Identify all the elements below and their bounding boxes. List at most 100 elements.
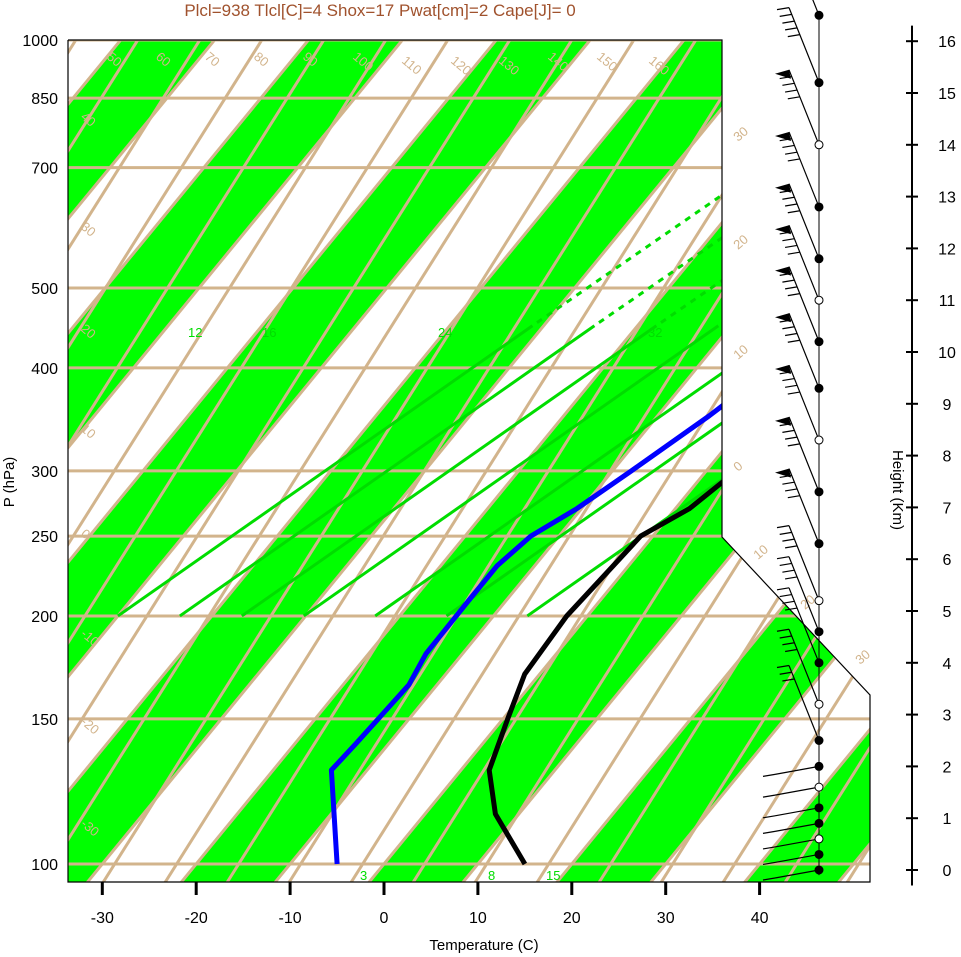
wind-barb-dot [814,254,824,264]
mixing-ratio-line [240,324,658,618]
wind-barb-feather [782,196,795,200]
height-tick-label: 14 [938,138,956,155]
wind-barb-feather [776,628,790,632]
temperature-band [730,40,870,882]
wind-barb-staff [788,525,820,601]
dry-adiabat-label: 30 [730,124,751,145]
wind-barb-feather [785,384,798,388]
pressure-tick-label: 850 [31,91,58,108]
wind-barb-feather [785,151,798,155]
x-tick-label: -30 [91,910,114,927]
wind-barb-dot [814,539,824,549]
y-axis-label: P (hPa) [1,457,18,508]
wind-barb-feather [779,371,792,375]
height-tick-label: 15 [938,86,956,103]
wind-barb-feather [776,525,790,529]
isotherm-line [68,40,719,882]
isotherm-line [259,40,870,882]
wind-barb-feather [782,82,795,86]
wind-barb-feather [782,481,795,485]
height-tick-label: 3 [943,708,952,725]
mixing-ratio-label: 24 [438,325,452,340]
wind-barb-feather [779,423,792,427]
mixing-ratio-label: 32 [648,325,662,340]
wind-barb-feather [779,531,792,535]
mixing-ratio-line [374,324,791,618]
wind-barb-staff [774,765,820,775]
wind-barb-dot [814,834,824,844]
wind-barb-dot [814,736,824,745]
wind-barb-staff [788,364,820,441]
wind-barb-feather [782,238,795,242]
wind-barb-feather [785,648,798,653]
wind-barb-feather [782,429,795,433]
height-tick-label: 13 [938,190,956,207]
wind-barb-feather [779,474,792,479]
dry-adiabat-line [214,40,785,882]
wind-barb-feather [782,678,795,682]
wind-barb-feather [779,593,792,598]
wind-barb-staff [788,629,820,705]
pressure-tick-label: 200 [31,609,58,626]
wind-barb-pennant [775,365,791,375]
wind-barb-feather [785,436,798,440]
wind-barb-feather [762,830,776,834]
x-tick-label: 40 [751,910,769,927]
x-tick-label: 10 [469,910,487,927]
temperature-band [68,40,811,882]
isotherm-line [918,0,961,900]
isotherm-line [728,40,870,882]
height-tick-label: 2 [943,759,952,776]
isotherm-label: 30 [78,219,99,240]
wind-barb-dot [814,803,824,813]
wind-barb-feather [779,635,792,639]
wind-barb-dot [814,699,824,709]
wind-barb-dot [814,337,824,347]
x-axis: -30 -20 -10 0 10 20 30 40 [91,882,769,927]
wind-barb-staff [774,786,820,796]
wind-barb-dot [814,782,824,792]
wind-barb-staff [788,313,820,389]
isotherm-line [68,40,531,882]
wind-barb-staff [774,807,820,817]
wind-barb-staff [788,556,820,632]
wind-barb-dot [814,383,824,393]
mixing-ratio-label: 16 [262,325,276,340]
dry-adiabat-line [68,40,537,882]
temperature-band [0,0,60,900]
wind-barb-feather [776,7,790,11]
x-tick-label: 30 [657,910,675,927]
dry-adiabat-line [772,40,870,882]
wind-barb-feather [762,877,776,881]
dry-adiabat-label: 0 [730,458,745,474]
wind-barb-feather [779,272,792,276]
wind-barb-dot [814,658,824,668]
wind-barb-feather [779,189,792,194]
temperature-band [918,0,961,900]
wind-barb-feather [779,75,792,80]
wind-barb-feather [785,332,798,337]
wind-barb-feather [787,293,800,297]
wind-barb-staff [788,416,820,493]
wind-barb-pennant [775,131,791,141]
dry-adiabat-line [898,0,961,900]
dry-adiabat-line [68,40,599,882]
wind-barb-pennant [775,416,791,426]
dry-adiabat-line [68,40,351,882]
height-tick-label: 11 [939,293,956,310]
mixing-ratio-label: 3 [360,868,367,883]
dry-adiabat-line [648,40,870,882]
pressure-tick-label: 400 [31,361,58,378]
wind-barb-staff [812,0,820,16]
wind-barb-feather [787,96,800,100]
wind-barb-staff [774,869,820,879]
height-tick-label: 7 [943,500,952,517]
wind-barb-feather [779,319,792,323]
wind-barb-staff [788,183,820,259]
wind-barb-staff [788,468,820,544]
wind-barb-feather [787,158,800,162]
mixing-ratio-line [302,324,720,618]
wind-barb-dot [814,78,824,88]
